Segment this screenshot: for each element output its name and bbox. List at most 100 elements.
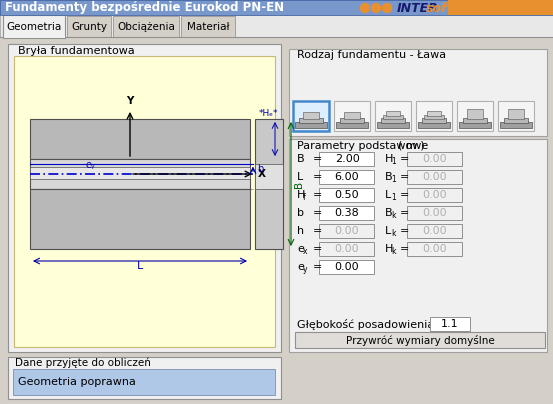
Text: L: L: [385, 226, 392, 236]
Bar: [344, 112, 360, 119]
Text: k: k: [391, 210, 395, 219]
Bar: [407, 170, 462, 184]
Bar: [386, 111, 400, 116]
Circle shape: [372, 4, 380, 13]
Bar: [0, 0, 553, 15]
Text: Parametry podstawowe: Parametry podstawowe: [297, 141, 428, 151]
Text: Fundamenty bezpośrednie Eurokod PN-EN: Fundamenty bezpośrednie Eurokod PN-EN: [5, 2, 284, 15]
Bar: [422, 118, 446, 123]
Text: B: B: [385, 172, 393, 182]
Bar: [498, 101, 534, 131]
Bar: [448, 0, 553, 15]
Text: =: =: [313, 190, 322, 200]
Text: ( m ): ( m ): [398, 141, 425, 151]
Text: Obciążenia: Obciążenia: [117, 21, 175, 32]
Text: 0.00: 0.00: [422, 172, 447, 182]
Bar: [113, 16, 179, 37]
Text: 1: 1: [391, 156, 396, 166]
Bar: [418, 122, 450, 128]
Bar: [407, 224, 462, 238]
Text: 0.00: 0.00: [422, 190, 447, 200]
Bar: [375, 101, 411, 131]
Text: Y: Y: [126, 96, 134, 106]
Text: h: h: [297, 226, 304, 236]
Text: =: =: [400, 226, 409, 236]
Text: 0.00: 0.00: [335, 262, 359, 272]
Text: B: B: [297, 154, 305, 164]
Bar: [319, 242, 374, 256]
Bar: [14, 56, 275, 347]
Bar: [416, 101, 452, 131]
Bar: [467, 109, 483, 119]
Bar: [0, 0, 553, 15]
Text: =: =: [313, 262, 322, 272]
Text: x: x: [303, 246, 307, 255]
Text: H: H: [385, 154, 393, 164]
Text: 0.50: 0.50: [335, 190, 359, 200]
Text: soft: soft: [426, 2, 453, 15]
Text: f: f: [303, 192, 306, 202]
Text: k: k: [391, 246, 395, 255]
Bar: [319, 170, 374, 184]
Text: X: X: [258, 169, 266, 179]
Text: e: e: [297, 262, 304, 272]
Text: =: =: [313, 172, 322, 182]
Text: eᵧ: eᵧ: [85, 160, 95, 170]
Bar: [67, 16, 111, 37]
Text: H: H: [297, 190, 305, 200]
Bar: [0, 0, 553, 15]
Circle shape: [383, 4, 392, 13]
Text: 0.00: 0.00: [422, 226, 447, 236]
Text: 6.00: 6.00: [335, 172, 359, 182]
Bar: [255, 164, 283, 189]
Bar: [30, 159, 250, 189]
Text: y: y: [303, 265, 307, 274]
Bar: [319, 206, 374, 220]
Text: Rodzaj fundamentu - Ława: Rodzaj fundamentu - Ława: [297, 50, 446, 60]
Bar: [3, 15, 65, 38]
Bar: [407, 152, 462, 166]
Bar: [293, 101, 329, 131]
Bar: [319, 260, 374, 274]
Text: 1.1: 1.1: [441, 319, 459, 329]
Text: Grunty: Grunty: [71, 21, 107, 32]
Bar: [295, 332, 545, 348]
Text: 0.00: 0.00: [422, 208, 447, 218]
Text: Geometria: Geometria: [7, 21, 61, 32]
Text: 1: 1: [391, 192, 396, 202]
Text: B: B: [294, 181, 304, 187]
Text: b: b: [257, 164, 263, 174]
Text: =: =: [400, 172, 409, 182]
Bar: [407, 206, 462, 220]
Bar: [303, 112, 319, 119]
Text: 1: 1: [391, 175, 396, 183]
Bar: [381, 118, 405, 123]
Text: 2.00: 2.00: [335, 154, 359, 164]
Bar: [424, 115, 444, 119]
Bar: [340, 118, 364, 123]
Text: 0.00: 0.00: [422, 244, 447, 254]
Text: e: e: [297, 244, 304, 254]
Text: =: =: [400, 154, 409, 164]
Text: H: H: [385, 244, 393, 254]
Text: Głębokość posadowienia:: Głębokość posadowienia:: [297, 318, 438, 330]
Text: =: =: [400, 208, 409, 218]
Bar: [30, 119, 250, 159]
Bar: [336, 122, 368, 128]
Text: =: =: [313, 208, 322, 218]
Bar: [30, 189, 250, 249]
Bar: [181, 16, 235, 37]
Text: 0.38: 0.38: [335, 208, 359, 218]
Bar: [255, 119, 283, 249]
Text: 0.00: 0.00: [335, 226, 359, 236]
Bar: [430, 317, 470, 331]
Text: Bryła fundamentowa: Bryła fundamentowa: [18, 46, 135, 56]
Bar: [8, 357, 281, 399]
Text: Dane przyjęte do obliczeń: Dane przyjęte do obliczeń: [15, 358, 151, 368]
Bar: [504, 118, 528, 123]
Text: INTER: INTER: [397, 2, 439, 15]
Bar: [508, 109, 524, 119]
Text: 0.00: 0.00: [422, 154, 447, 164]
Bar: [4, 36, 65, 38]
Text: b: b: [297, 208, 304, 218]
